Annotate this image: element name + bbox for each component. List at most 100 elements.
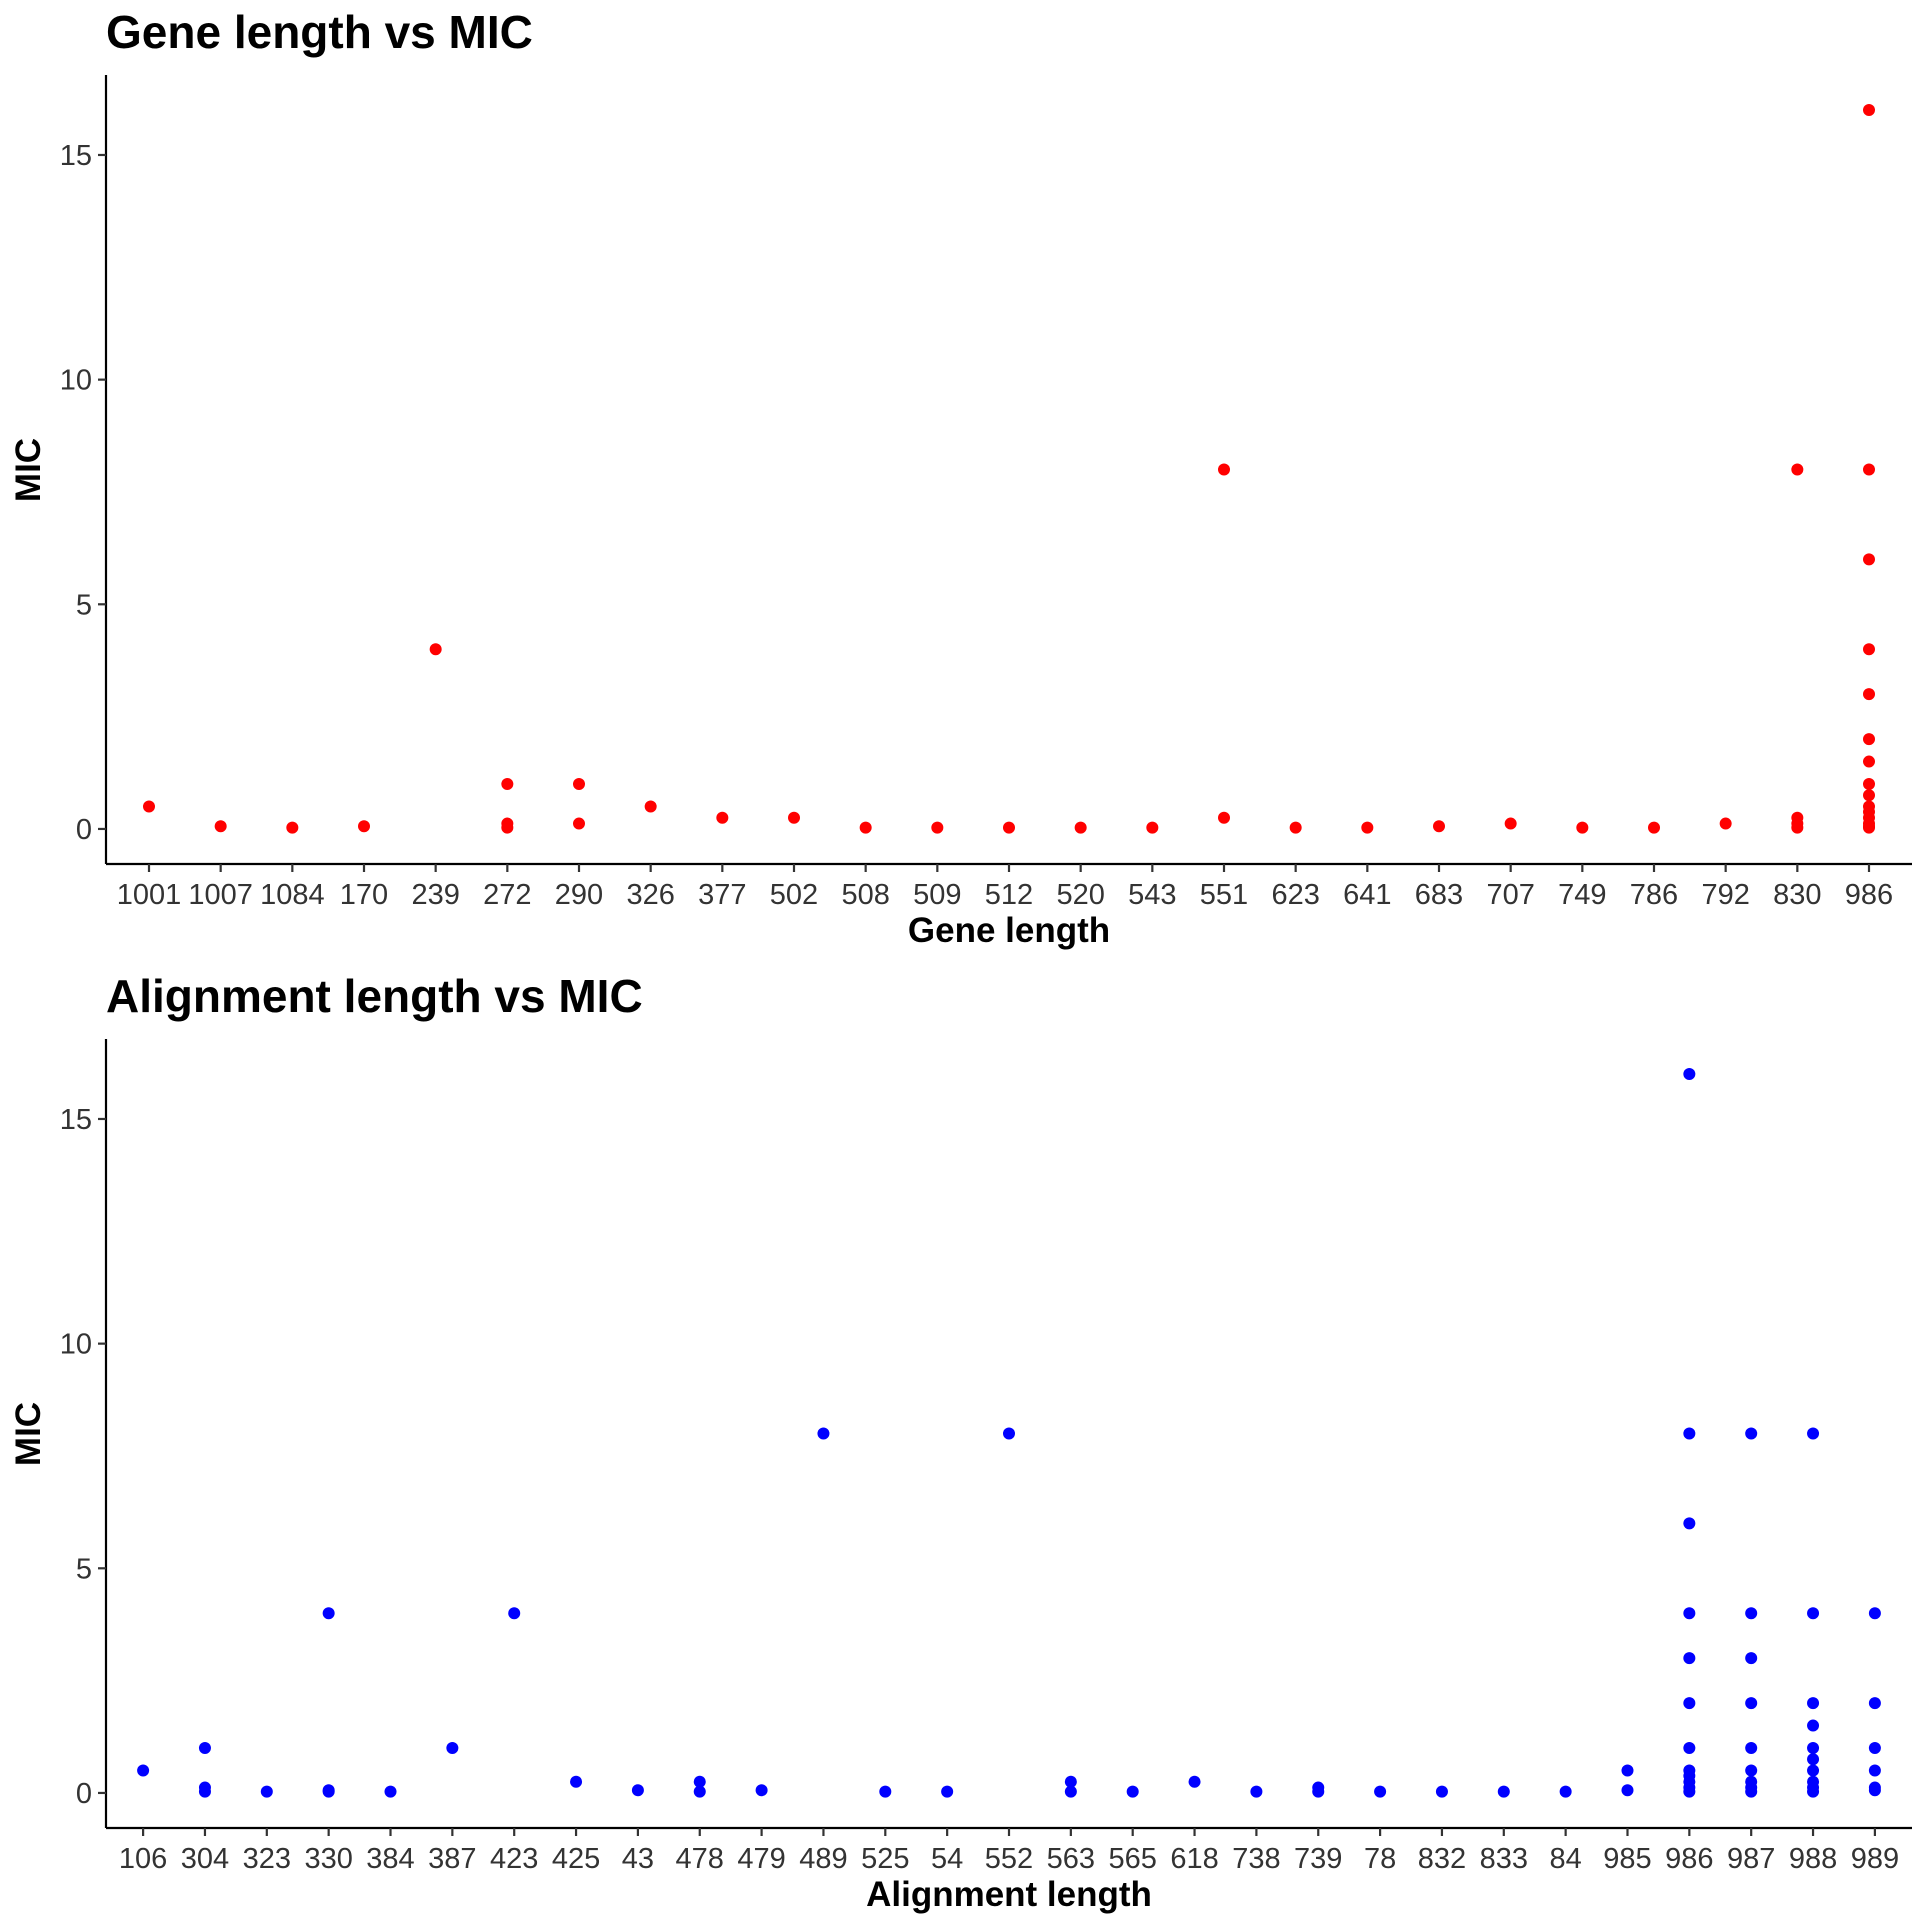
data-point — [358, 820, 370, 833]
x-tick-label: 565 — [1109, 1843, 1157, 1875]
data-point — [693, 1775, 706, 1788]
data-point — [1648, 821, 1660, 834]
data-point — [198, 1785, 211, 1798]
x-tick-label: 323 — [243, 1843, 291, 1875]
x-tick-label: 543 — [1128, 879, 1176, 911]
data-point — [1683, 1652, 1696, 1665]
data-point — [1719, 817, 1732, 830]
x-tick-label: 272 — [483, 879, 531, 911]
data-point — [1218, 811, 1230, 824]
x-tick-label: 304 — [181, 1843, 229, 1875]
x-tick-label: 641 — [1343, 879, 1391, 911]
x-tick-label: 830 — [1773, 879, 1821, 911]
data-point — [1868, 1607, 1881, 1620]
y-axis-label: MIC — [9, 438, 48, 502]
data-point — [1504, 817, 1517, 830]
panel-gene-length: Gene length vs MIC Gene length MIC 0 5 10 1… — [9, 6, 1912, 950]
data-point — [1683, 1785, 1696, 1798]
x-tick-label: 239 — [411, 879, 459, 911]
data-point — [1863, 755, 1875, 768]
data-point — [879, 1785, 892, 1798]
axes: 0 5 10 15 1001 1007 1084 170 239 272 290 326 377 502 5… — [60, 75, 1912, 911]
data-point — [1003, 821, 1015, 834]
data-point — [1863, 821, 1875, 834]
x-tick-label: 738 — [1232, 1843, 1280, 1875]
x-tick-label: 330 — [304, 1843, 352, 1875]
x-tick-label: 525 — [861, 1843, 909, 1875]
x-tick-label: 749 — [1558, 879, 1606, 911]
data-point — [1745, 1697, 1758, 1710]
data-point — [1863, 463, 1875, 476]
data-point — [1745, 1607, 1758, 1620]
data-point — [1683, 1607, 1696, 1620]
x-tick-label: 618 — [1170, 1843, 1218, 1875]
data-point — [1683, 1427, 1696, 1440]
data-point — [644, 800, 657, 813]
axes: 0 5 10 15 106 304 323 330 384 387 423 425 43 478 479 48… — [60, 1039, 1912, 1875]
y-tick-label: 5 — [76, 589, 92, 621]
data-point — [143, 800, 155, 813]
data-point — [1807, 1427, 1820, 1440]
data-point — [1791, 463, 1804, 476]
data-point — [260, 1785, 273, 1798]
x-tick-label: 551 — [1200, 879, 1248, 911]
x-tick-label: 54 — [931, 1843, 963, 1875]
x-tick-label: 478 — [676, 1843, 724, 1875]
x-tick-label: 1084 — [260, 879, 325, 911]
x-tick-label: 425 — [552, 1843, 600, 1875]
data-point — [941, 1785, 954, 1798]
x-tick-label: 43 — [622, 1843, 654, 1875]
data-point — [322, 1785, 335, 1798]
data-point — [1745, 1652, 1758, 1665]
y-tick-label: 15 — [60, 140, 92, 172]
x-tick-label: 985 — [1603, 1843, 1651, 1875]
data-point — [1374, 1785, 1387, 1798]
y-tick-label: 10 — [60, 1329, 92, 1361]
data-point — [859, 821, 872, 834]
data-point — [1064, 1775, 1077, 1788]
x-tick-label: 387 — [428, 1843, 476, 1875]
y-tick-label: 0 — [76, 814, 92, 846]
data-point — [1807, 1753, 1820, 1766]
x-tick-label: 508 — [841, 879, 889, 911]
data-point — [1003, 1427, 1015, 1440]
y-axis-label: MIC — [9, 1402, 48, 1466]
x-tick-label: 623 — [1271, 879, 1319, 911]
x-tick-label: 170 — [340, 879, 388, 911]
data-point — [631, 1784, 644, 1797]
data-point — [1064, 1785, 1077, 1798]
y-tick-label: 10 — [60, 365, 92, 397]
x-tick-label: 78 — [1364, 1843, 1396, 1875]
data-point — [1361, 821, 1374, 834]
x-tick-label: 512 — [985, 879, 1033, 911]
x-tick-label: 1001 — [117, 879, 182, 911]
data-point — [1433, 820, 1445, 833]
x-tick-label: 479 — [737, 1843, 785, 1875]
data-point — [1807, 1697, 1820, 1710]
x-tick-label: 106 — [119, 1843, 167, 1875]
data-point — [1807, 1719, 1820, 1732]
x-tick-label: 792 — [1701, 879, 1749, 911]
data-points — [137, 1068, 1881, 1798]
data-point — [429, 643, 442, 656]
x-tick-label: 786 — [1630, 879, 1678, 911]
data-point — [1146, 821, 1159, 834]
data-point — [1683, 1068, 1696, 1081]
data-point — [1497, 1785, 1510, 1798]
data-point — [755, 1784, 768, 1797]
x-tick-label: 84 — [1550, 1843, 1582, 1875]
data-point — [1218, 463, 1230, 476]
x-tick-label: 986 — [1845, 879, 1893, 911]
x-tick-label: 326 — [626, 879, 674, 911]
data-point — [214, 820, 227, 833]
x-tick-label: 563 — [1047, 1843, 1095, 1875]
data-point — [286, 821, 299, 834]
data-point — [1621, 1784, 1634, 1797]
data-point — [573, 817, 585, 830]
data-point — [817, 1427, 830, 1440]
x-tick-label: 502 — [770, 879, 818, 911]
data-point — [1868, 1697, 1881, 1710]
data-point — [1683, 1742, 1696, 1755]
x-tick-label: 552 — [985, 1843, 1033, 1875]
